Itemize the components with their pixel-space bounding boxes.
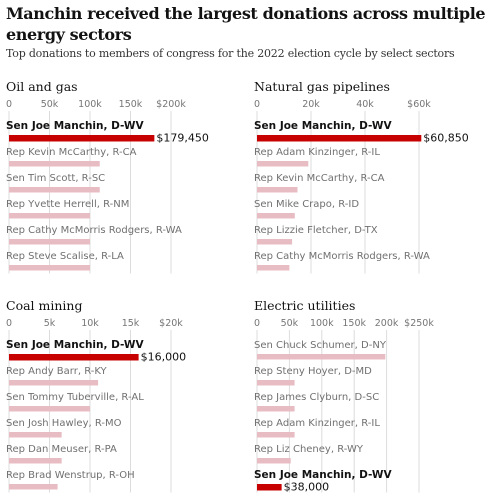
row-label: Sen Josh Hawley, R-MO — [6, 418, 122, 429]
row-label: Rep Lizzie Fletcher, D-TX — [254, 225, 378, 236]
tick-label: 0 — [6, 318, 12, 329]
value-label: $16,000 — [141, 351, 187, 364]
row-label: Rep Andy Barr, R-KY — [6, 366, 108, 377]
bar — [9, 458, 62, 464]
value-label: $179,450 — [156, 132, 209, 145]
tick-label: 5k — [44, 318, 56, 329]
row-label: Sen Tim Scott, R-SC — [6, 173, 105, 184]
row-label: Rep Adam Kinzinger, R-IL — [254, 418, 380, 429]
row-label: Sen Joe Manchin, D-WV — [6, 120, 145, 132]
bar — [257, 432, 295, 438]
row-label: Sen Chuck Schumer, D-NY — [254, 340, 387, 351]
bar — [257, 406, 295, 412]
tick-label: 15k — [122, 318, 140, 329]
bar-highlight — [257, 484, 282, 491]
row-label: Rep Adam Kinzinger, R-IL — [254, 147, 380, 158]
tick-label: 100k — [78, 99, 102, 110]
bar-highlight — [9, 354, 139, 361]
panel-title: Electric utilities — [254, 298, 355, 313]
bar — [257, 239, 293, 245]
bar — [257, 213, 295, 219]
tick-label: 100k — [310, 318, 334, 329]
chart-electric-utilities: Electric utilities 0 50k 100k 150k 200k $250k S… — [254, 298, 434, 494]
tick-label: $200k — [156, 99, 186, 110]
chart-panel-coal-mining: Coal mining 0 5k 10k 15k $20k Sen Joe Manchin,… — [6, 297, 244, 502]
bar — [9, 161, 100, 167]
bar — [9, 213, 90, 219]
bar — [257, 354, 386, 360]
chart-natural-gas-pipelines: Natural gas pipelines 0 20k 40k $60k Sen Joe … — [254, 79, 469, 274]
tick-label: 10k — [81, 318, 99, 329]
row-label: Rep Kevin McCarthy, R-CA — [6, 147, 137, 158]
bar-highlight — [9, 135, 155, 142]
tick-label: 50k — [41, 99, 59, 110]
row-label: Sen Joe Manchin, D-WV — [254, 120, 393, 132]
page-title: Manchin received the largest donations a… — [6, 4, 486, 44]
panel-title: Oil and gas — [6, 79, 78, 94]
row-label: Rep Cathy McMorris Rodgers, R-WA — [254, 251, 430, 262]
bar — [9, 432, 62, 438]
value-label: $38,000 — [284, 481, 330, 494]
row-label: Rep Brad Wenstrup, R-OH — [6, 470, 135, 481]
panel-title: Coal mining — [6, 298, 82, 313]
row-label: Sen Mike Crapo, R-ID — [254, 199, 359, 210]
tick-label: 0 — [254, 99, 260, 110]
row-label: Rep Cathy McMorris Rodgers, R-WA — [6, 225, 182, 236]
row-label: Rep Steve Scalise, R-LA — [6, 251, 124, 262]
bar — [257, 161, 309, 167]
bar — [9, 239, 90, 245]
chart-coal-mining: Coal mining 0 5k 10k 15k $20k Sen Joe Manchin,… — [6, 298, 187, 493]
tick-label: $60k — [407, 99, 431, 110]
bar — [257, 265, 290, 271]
row-label: Sen Tommy Tuberville, R-AL — [6, 392, 144, 403]
bar — [257, 187, 298, 193]
bar — [9, 187, 100, 193]
chart-panel-oil-and-gas: Oil and gas 0 50k 100k 150k $200k Sen Joe Manc… — [6, 78, 244, 283]
tick-label: 200k — [375, 318, 399, 329]
row-label: Sen Joe Manchin, D-WV — [254, 469, 393, 481]
chart-panel-natural-gas-pipelines: Natural gas pipelines 0 20k 40k $60k Sen Joe … — [254, 78, 492, 283]
bar — [9, 265, 90, 271]
row-label: Rep Liz Cheney, R-WY — [254, 444, 364, 455]
tick-label: 20k — [302, 99, 320, 110]
bar — [257, 380, 295, 386]
tick-label: 50k — [281, 318, 299, 329]
tick-label: 150k — [119, 99, 143, 110]
row-label: Rep Yvette Herrell, R-NM — [6, 199, 129, 210]
panel-title: Natural gas pipelines — [254, 79, 390, 94]
row-label: Rep Steny Hoyer, D-MD — [254, 366, 372, 377]
tick-label: 40k — [356, 99, 374, 110]
tick-label: 150k — [342, 318, 366, 329]
tick-label: $20k — [159, 318, 183, 329]
bar — [9, 484, 58, 490]
bar — [9, 406, 90, 412]
bar — [9, 380, 99, 386]
tick-label: $250k — [404, 318, 434, 329]
chart-panel-electric-utilities: Electric utilities 0 50k 100k 150k 200k $250k S… — [254, 297, 492, 502]
row-label: Rep Kevin McCarthy, R-CA — [254, 173, 385, 184]
page-subtitle: Top donations to members of congress for… — [6, 47, 455, 60]
bar — [257, 458, 291, 464]
bar-highlight — [257, 135, 422, 142]
value-label: $60,850 — [423, 132, 469, 145]
row-label: Rep James Clyburn, D-SC — [254, 392, 379, 403]
row-label: Sen Joe Manchin, D-WV — [6, 339, 145, 351]
tick-label: 0 — [254, 318, 260, 329]
row-label: Rep Dan Meuser, R-PA — [6, 444, 117, 455]
tick-label: 0 — [6, 99, 12, 110]
chart-oil-and-gas: Oil and gas 0 50k 100k 150k $200k Sen Joe Manc… — [6, 79, 209, 274]
